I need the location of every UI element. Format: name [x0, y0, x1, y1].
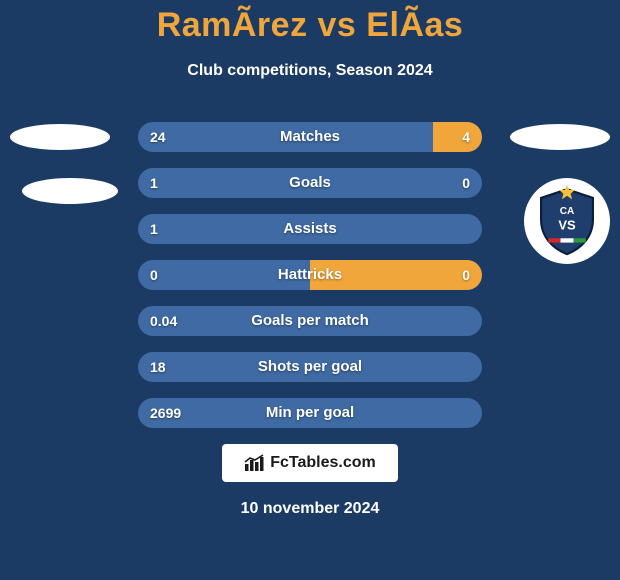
stat-label: Min per goal: [138, 398, 482, 428]
stat-value-left: 2699: [150, 398, 181, 428]
stat-value-right: 4: [462, 122, 470, 152]
subtitle: Club competitions, Season 2024: [0, 62, 620, 80]
stat-row: Goals1 0: [138, 168, 482, 198]
stat-row: Goals per match0.04: [138, 306, 482, 336]
chart-icon: [244, 454, 266, 472]
stat-value-left: 0.04: [150, 306, 177, 336]
stat-label: Assists: [138, 214, 482, 244]
team1-logo-placeholder-bottom: [22, 178, 118, 204]
shield-icon: CA VS: [531, 185, 603, 257]
stat-value-left: 24: [150, 122, 166, 152]
crest-letters-mid: VS: [558, 218, 576, 233]
stat-label: Goals: [138, 168, 482, 198]
stat-label: Matches: [138, 122, 482, 152]
stat-value-left: 1: [150, 168, 158, 198]
team2-logo-placeholder-top: [510, 124, 610, 150]
date-text: 10 november 2024: [0, 500, 620, 518]
team2-crest: CA VS: [524, 178, 610, 264]
stat-label: Hattricks: [138, 260, 482, 290]
stat-row: Shots per goal18: [138, 352, 482, 382]
stat-value-left: 0: [150, 260, 158, 290]
stat-label: Shots per goal: [138, 352, 482, 382]
stat-row: Matches24 4: [138, 122, 482, 152]
stat-value-left: 1: [150, 214, 158, 244]
stat-value-right: 0: [462, 260, 470, 290]
stat-row: Assists1: [138, 214, 482, 244]
stat-value-right: 0: [462, 168, 470, 198]
stats-bars: Matches244Goals10Assists1Hattricks00Goal…: [138, 122, 482, 444]
team1-logo-placeholder-top: [10, 124, 110, 150]
stat-row: Min per goal2699: [138, 398, 482, 428]
crest-letters-top: CA: [560, 206, 575, 217]
crest-stripe-3: [573, 238, 585, 242]
branding-text: FcTables.com: [270, 454, 376, 472]
stat-row: Hattricks0 0: [138, 260, 482, 290]
stat-value-left: 18: [150, 352, 166, 382]
stat-label: Goals per match: [138, 306, 482, 336]
crest-stripe-1: [548, 238, 560, 242]
page-title: RamÃ­rez vs ElÃ­as: [0, 6, 620, 45]
crest-stripe-2: [561, 238, 574, 242]
branding-badge: FcTables.com: [222, 444, 398, 482]
